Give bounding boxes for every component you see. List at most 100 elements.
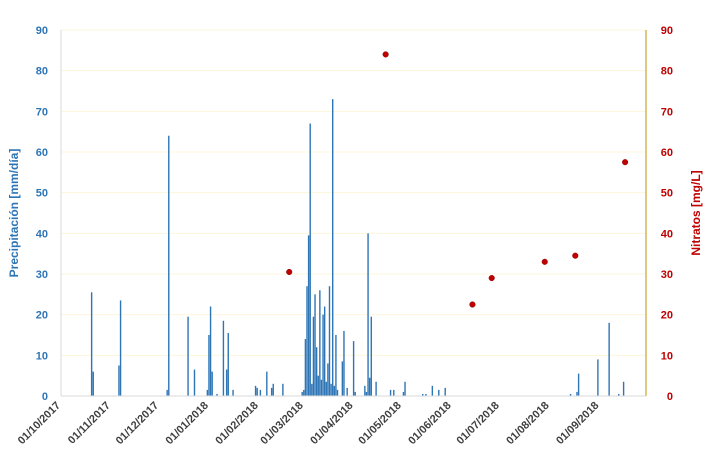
x-tick-label: 01/06/2018 [406,400,453,447]
precipitation-bar [119,300,122,396]
precipitation-bar [364,385,366,396]
nitrate-point [469,301,476,308]
precipitation-bar [222,320,225,396]
precipitation-bar [323,306,326,396]
left-axis-ticks: 0 10 20 30 40 50 60 70 80 90 [36,25,48,403]
precipitation-bar [389,389,392,396]
precipitation-bar [346,387,348,396]
precipitation-bar [425,393,427,396]
x-tick-label: 01/04/2018 [308,400,355,447]
precipitation-bar [266,371,268,396]
precipitation-bar [375,381,377,396]
axes [60,30,647,397]
precipitation-bar [431,385,434,396]
x-tick-label: 01/12/2017 [114,400,161,447]
precipitation-bar [306,286,308,396]
left-tick-label: 0 [42,391,48,403]
precipitation-bar [168,135,170,396]
right-axis-label: Nitratos [mg/L] [689,170,703,255]
precipitation-bar [368,377,371,396]
right-tick-label: 50 [661,188,673,200]
precipitation-bar [206,389,209,396]
nitrate-point [572,252,579,259]
precipitation-bar [336,389,339,396]
precipitation-bar [303,389,305,396]
precipitation-bar [322,314,324,396]
x-tick-label: 01/09/2018 [554,400,601,447]
precipitation-bar [319,290,321,396]
left-tick-label: 70 [36,106,48,118]
precipitation-bar [404,381,406,396]
precipitation-bar [312,316,315,396]
precipitation-bar [232,389,234,396]
right-tick-label: 60 [661,147,673,159]
precipitation-bar [216,393,218,396]
precipitation-bar [270,387,273,396]
right-axis-ticks: 0 10 20 30 40 50 60 70 80 90 [661,25,673,403]
precipitation-bar [332,99,334,396]
precipitation-bar [569,393,572,396]
precipitation-bar [208,335,210,396]
precipitation-bar [314,294,316,396]
precipitation-bar [259,389,262,396]
x-tick-label: 01/08/2018 [504,400,551,447]
precipitation-bar [365,391,368,396]
precipitation-bar [325,381,327,396]
precipitation-bar [92,371,94,396]
precipitation-bar [335,335,337,396]
left-axis-label: Precipitación [mm/día] [7,149,21,278]
precipitation-bars [90,99,625,397]
precipitation-bar [597,359,599,396]
precipitation-bar [187,316,189,396]
right-tick-label: 20 [661,310,673,322]
precipitation-bar [341,361,344,396]
precipitation-bar [90,292,93,396]
left-tick-label: 90 [36,25,48,37]
x-tick-label: 01/03/2018 [258,400,305,447]
right-tick-label: 10 [661,350,673,362]
precipitation-bar [317,375,319,396]
precipitation-bar [444,387,446,396]
left-tick-label: 40 [36,228,48,240]
precipitation-bar [256,387,258,396]
precipitation-bar [622,381,625,396]
precipitation-bar [309,123,311,397]
x-tick-label: 01/02/2018 [213,400,260,447]
precipitation-bar [311,383,313,396]
right-tick-label: 40 [661,228,673,240]
precipitation-bar [301,391,303,396]
precipitation-bar [304,339,307,396]
precipitation-bar [320,379,323,396]
left-tick-label: 10 [36,350,48,362]
gridlines [61,29,646,356]
precipitation-bar [209,306,212,396]
right-tick-label: 90 [661,25,673,37]
left-tick-label: 30 [36,269,48,281]
precipitation-bar [576,391,578,396]
x-tick-label: 01/05/2018 [356,400,403,447]
nitrate-point [286,268,293,276]
right-tick-label: 80 [661,66,673,78]
precipitation-bar [193,369,196,396]
precipitation-bar [118,365,120,396]
precipitation-bar [608,322,610,396]
precipitation-bar [254,385,257,396]
nitrate-point [622,159,629,166]
precipitation-bar [577,373,580,396]
precipitation-bar [438,389,440,396]
left-tick-label: 50 [36,188,48,200]
precipitation-bar [354,391,356,396]
right-tick-label: 30 [661,269,673,281]
left-tick-label: 20 [36,310,48,322]
precipitation-bar [330,383,332,396]
precipitation-bar [272,383,274,396]
precipitation-bar [307,235,310,396]
x-tick-label: 01/07/2018 [454,400,501,447]
x-tick-label: 01/01/2018 [164,400,211,447]
precipitation-bar [282,383,284,396]
left-tick-label: 80 [36,66,48,78]
precipitation-bar [315,347,318,396]
left-tick-label: 60 [36,147,48,159]
right-tick-label: 0 [667,391,673,403]
